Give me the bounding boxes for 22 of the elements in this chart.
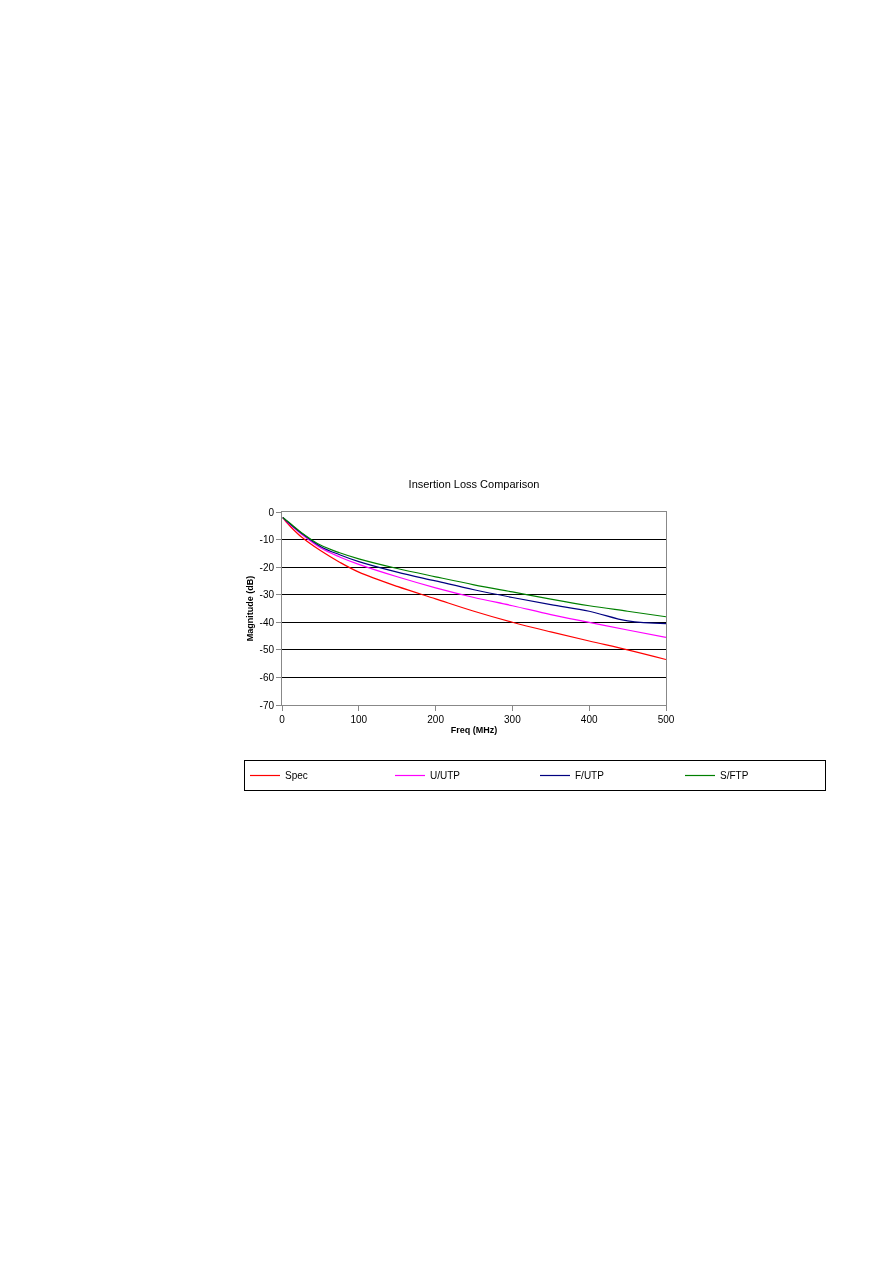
line-series — [282, 516, 666, 661]
y-tick-label: -20 — [259, 561, 275, 573]
legend-label: S/FTP — [720, 770, 749, 782]
x-tick-label: 0 — [279, 714, 286, 725]
x-tick-label: 100 — [350, 714, 368, 725]
x-tick-label: 200 — [427, 714, 445, 725]
y-axis-title: Magnitude (dB) — [244, 575, 255, 642]
legend-label: Spec — [285, 770, 308, 782]
y-tick-label: -40 — [259, 616, 275, 628]
y-tick-label: -10 — [259, 534, 275, 546]
x-tick-label: 400 — [580, 714, 598, 725]
legend-label: F/UTP — [575, 770, 605, 782]
chart-title: Insertion Loss Comparison — [408, 477, 540, 490]
legend-label: U/UTP — [430, 770, 461, 782]
y-tick-label: 0 — [268, 506, 275, 518]
x-tick-label: 300 — [504, 714, 522, 725]
y-tick-label: -60 — [259, 671, 275, 683]
x-tick-label: 500 — [657, 714, 675, 725]
y-tick-label: -30 — [259, 589, 275, 601]
y-tick-label: -70 — [259, 699, 275, 711]
x-axis-title: Freq (MHz) — [450, 724, 498, 735]
y-tick-label: -50 — [259, 644, 275, 656]
